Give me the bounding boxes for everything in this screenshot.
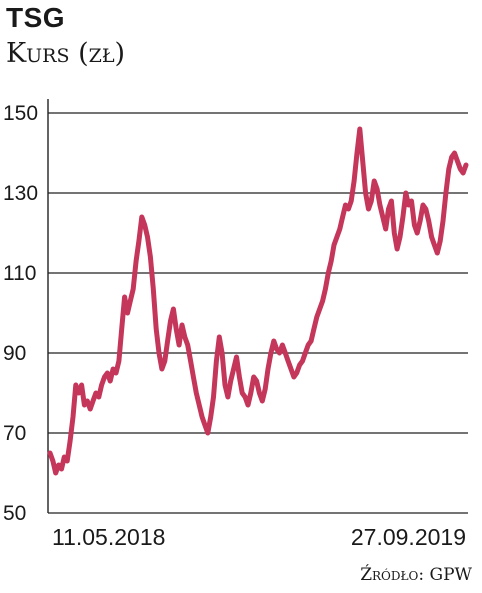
chart-title: TSG: [6, 2, 66, 33]
price-line: [47, 126, 469, 476]
y-tick-label-150: 150: [3, 102, 38, 125]
y-tick-label-90: 90: [3, 342, 26, 365]
x-label-end: 27.09.2019: [351, 524, 466, 550]
chart-subtitle: Kurs (zł): [6, 38, 126, 69]
y-tick-label-50: 50: [3, 502, 26, 525]
source-note: Źródło: GPW: [360, 565, 472, 585]
y-tick-label-70: 70: [3, 422, 26, 445]
y-tick-label-110: 110: [3, 262, 36, 285]
y-tick-label-130: 130: [3, 182, 38, 205]
x-label-start: 11.05.2018: [52, 524, 165, 550]
